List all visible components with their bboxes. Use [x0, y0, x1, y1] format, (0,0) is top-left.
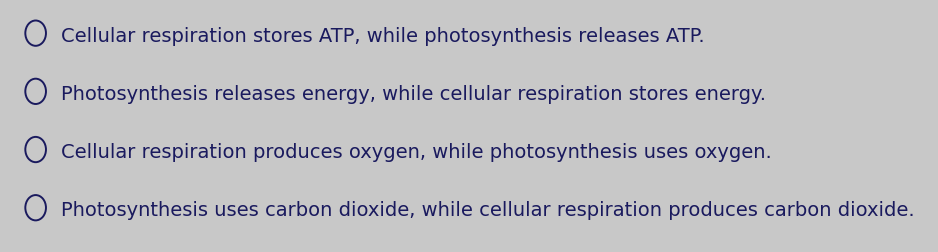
Text: Cellular respiration produces oxygen, while photosynthesis uses oxygen.: Cellular respiration produces oxygen, wh… [61, 142, 772, 161]
Text: Photosynthesis releases energy, while cellular respiration stores energy.: Photosynthesis releases energy, while ce… [61, 84, 766, 103]
Text: Photosynthesis uses carbon dioxide, while cellular respiration produces carbon d: Photosynthesis uses carbon dioxide, whil… [61, 200, 915, 219]
Text: Cellular respiration stores ATP, while photosynthesis releases ATP.: Cellular respiration stores ATP, while p… [61, 26, 704, 45]
